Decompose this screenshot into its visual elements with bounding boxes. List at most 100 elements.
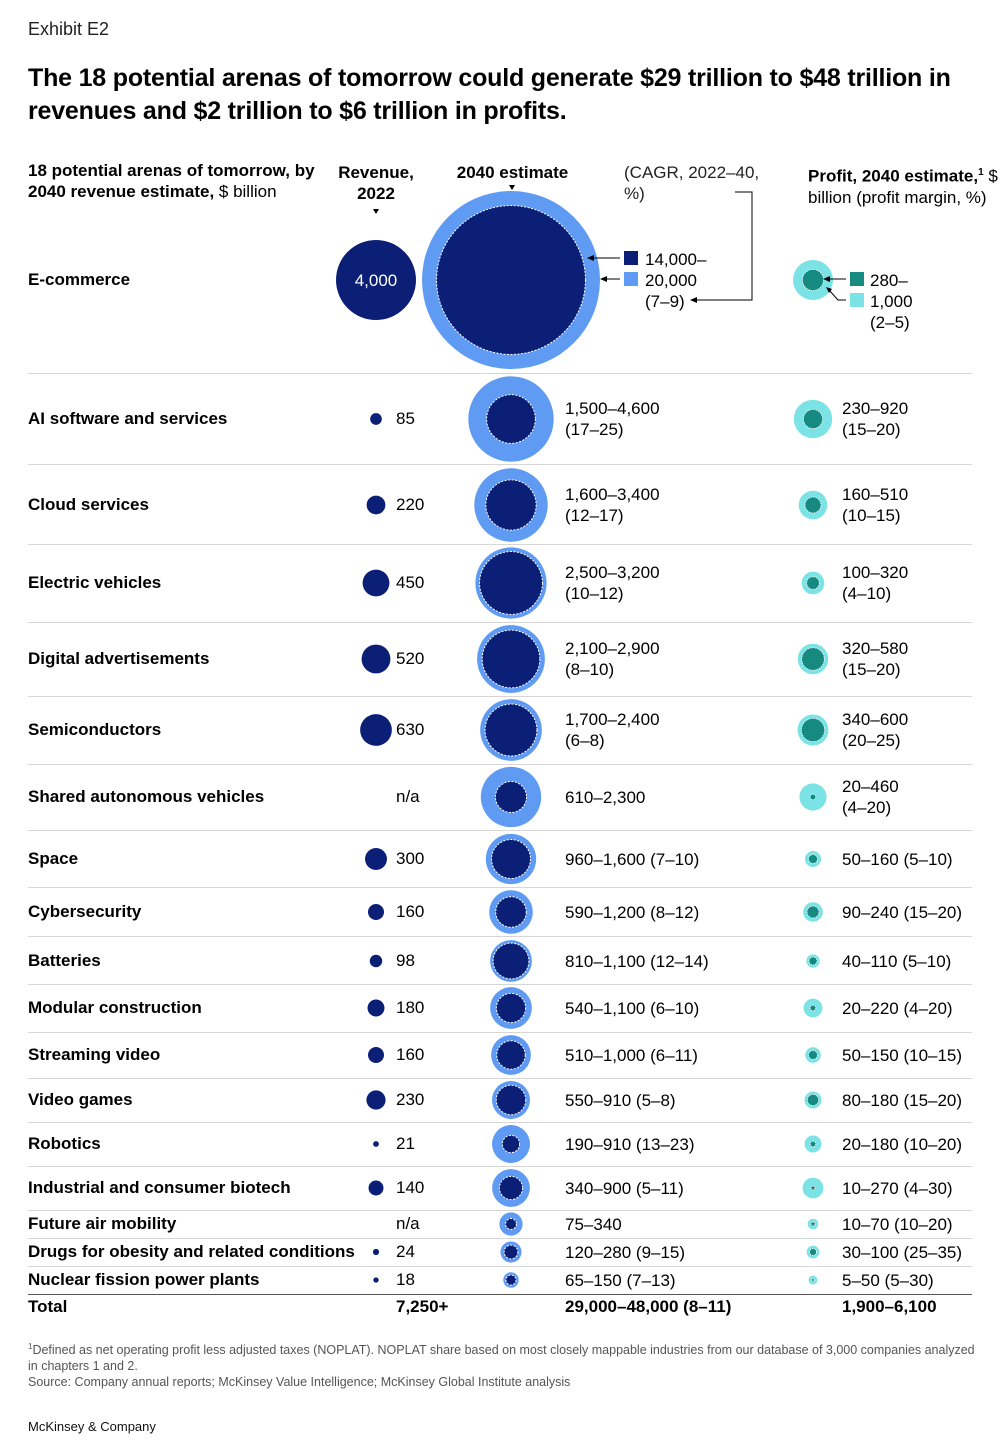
row-label-semiconductors: Semiconductors xyxy=(28,720,162,739)
total-label: Total xyxy=(28,1297,68,1316)
profit-low-bubble-video-games xyxy=(806,1093,820,1107)
exhibit-label: Exhibit E2 xyxy=(28,19,110,39)
revenue-bubble-e-commerce xyxy=(336,240,416,320)
revenue-bubble-cloud-services xyxy=(366,495,386,515)
legend-swatch-profit-low xyxy=(850,272,864,286)
profit-low-bubble-robotics xyxy=(809,1140,817,1148)
profit-low-bubble-electric-vehicles xyxy=(806,576,820,590)
revenue-value-semiconductors: 630 xyxy=(396,720,425,739)
revenue-value-space: 300 xyxy=(396,849,425,868)
arrowhead-estimate-low xyxy=(587,255,594,261)
estimate-value-shared-autonomous-vehicles: 610–2,300 xyxy=(565,788,646,807)
row-label-cybersecurity: Cybersecurity xyxy=(28,902,142,921)
estimate-low-bubble-video-games xyxy=(495,1084,527,1116)
row-divider xyxy=(28,373,972,374)
profit-value-video-games: 80–180 (15–20) xyxy=(842,1091,963,1110)
revenue-bubble-semiconductors xyxy=(360,714,392,746)
profit-header-sup: 1 xyxy=(978,167,984,178)
revenue-value-industrial-and-consumer-biotech: 140 xyxy=(396,1178,425,1197)
estimate-value-robotics: 190–910 (13–23) xyxy=(565,1135,695,1154)
row-label-batteries: Batteries xyxy=(28,951,101,970)
estimate-value-video-games: 550–910 (5–8) xyxy=(565,1091,676,1110)
estimate-low-bubble-future-air-mobility xyxy=(505,1218,517,1230)
estimate-cagr-electric-vehicles: (10–12) xyxy=(565,584,624,603)
revenue-bubble-modular-construction xyxy=(367,999,385,1017)
row-divider xyxy=(28,1032,972,1033)
profit-value-batteries: 40–110 (5–10) xyxy=(842,952,952,971)
connector-profit-high xyxy=(828,289,846,301)
profit-value-future-air-mobility: 10–70 (10–20) xyxy=(842,1215,953,1234)
estimate-low-bubble-ai-software-and-services xyxy=(486,394,536,444)
profit-value-ai-software-and-services: 230–920 xyxy=(842,399,909,418)
row-divider xyxy=(28,544,972,545)
estimate-low-bubble-batteries xyxy=(492,942,530,980)
row-label-future-air-mobility: Future air mobility xyxy=(28,1214,177,1233)
profit-low-bubble-nuclear-fission-power-plants xyxy=(811,1278,815,1282)
ecommerce-est-low: 14,000– xyxy=(645,250,707,269)
ecommerce-profit-high: 1,000 xyxy=(870,292,913,311)
cagr-header: (CAGR, 2022–40, %) xyxy=(624,163,760,203)
total-estimate: 29,000–48,000 (8–11) xyxy=(565,1297,732,1316)
profit-value-electric-vehicles: 100–320 xyxy=(842,563,909,582)
profit-low-bubble-batteries xyxy=(808,956,818,966)
estimate-value-industrial-and-consumer-biotech: 340–900 (5–11) xyxy=(565,1179,684,1198)
estimate-value-space: 960–1,600 (7–10) xyxy=(565,850,700,869)
arrowhead-estimate-high xyxy=(600,276,607,282)
profit-margin-cloud-services: (10–15) xyxy=(842,506,901,525)
profit-low-bubble-e-commerce xyxy=(802,269,824,291)
estimate-value-cloud-services: 1,600–3,400 xyxy=(565,485,660,504)
revenue-header-marker xyxy=(373,209,379,214)
revenue-value-drugs-for-obesity-and-related-conditions: 24 xyxy=(396,1242,415,1261)
row-label-ai-software-and-services: AI software and services xyxy=(28,409,228,428)
row-label-drugs-for-obesity-and-related-conditions: Drugs for obesity and related conditions xyxy=(28,1242,355,1261)
revenue-value-cloud-services: 220 xyxy=(396,495,425,514)
source-text: Source: Company annual reports; McKinsey… xyxy=(28,1375,571,1390)
revenue-value-robotics: 21 xyxy=(396,1134,415,1153)
profit-margin-semiconductors: (20–25) xyxy=(842,731,901,750)
estimate-header-marker xyxy=(509,185,515,190)
row-divider xyxy=(28,1166,972,1167)
profit-low-bubble-cybersecurity xyxy=(806,905,820,919)
revenue-bubble-streaming-video xyxy=(368,1047,384,1063)
profit-value-modular-construction: 20–220 (4–20) xyxy=(842,999,953,1018)
profit-value-semiconductors: 340–600 xyxy=(842,710,909,729)
profit-margin-shared-autonomous-vehicles: (4–20) xyxy=(842,798,892,817)
revenue-value-electric-vehicles: 450 xyxy=(396,573,425,592)
estimate-header: 2040 estimate xyxy=(456,163,569,182)
revenue-value-ai-software-and-services: 85 xyxy=(396,409,415,428)
revenue-bubble-ai-software-and-services xyxy=(370,413,382,425)
arrowhead-profit-high xyxy=(826,287,832,293)
row-label-digital-advertisements: Digital advertisements xyxy=(28,649,210,668)
revenue-value-batteries: 98 xyxy=(396,951,415,970)
profit-margin-electric-vehicles: (4–10) xyxy=(842,584,892,603)
revenue-value-video-games: 230 xyxy=(396,1090,425,1109)
row-label-electric-vehicles: Electric vehicles xyxy=(28,573,162,592)
estimate-low-bubble-digital-advertisements xyxy=(481,629,541,689)
ecommerce-est-high: 20,000 xyxy=(645,271,697,290)
row-divider xyxy=(28,622,972,623)
profit-value-cybersecurity: 90–240 (15–20) xyxy=(842,903,963,922)
row-divider xyxy=(28,936,972,937)
row-label-nuclear-fission-power-plants: Nuclear fission power plants xyxy=(28,1270,260,1289)
connector-cagr xyxy=(695,191,753,301)
estimate-value-digital-advertisements: 2,100–2,900 xyxy=(565,639,660,658)
ecommerce-profit-margin: (2–5) xyxy=(870,313,910,332)
revenue-bubble-drugs-for-obesity-and-related-conditions xyxy=(372,1248,380,1256)
profit-low-bubble-digital-advertisements xyxy=(801,647,825,671)
revenue-value-shared-autonomous-vehicles: n/a xyxy=(396,787,420,806)
revenue-bubble-cybersecurity xyxy=(368,904,384,920)
row-divider xyxy=(28,1122,972,1123)
row-divider xyxy=(28,830,972,831)
arrowhead-profit-low xyxy=(823,276,830,282)
profit-header-bold: Profit, 2040 estimate, xyxy=(808,166,979,186)
row-divider xyxy=(28,464,972,465)
profit-low-bubble-future-air-mobility xyxy=(810,1221,816,1227)
revenue-value-future-air-mobility: n/a xyxy=(396,1214,420,1233)
row-label-modular-construction: Modular construction xyxy=(28,998,202,1017)
row-label-video-games: Video games xyxy=(28,1090,133,1109)
profit-value-industrial-and-consumer-biotech: 10–270 (4–30) xyxy=(842,1179,953,1198)
revenue-bubble-digital-advertisements xyxy=(361,644,391,674)
estimate-value-streaming-video: 510–1,000 (6–11) xyxy=(565,1046,698,1065)
total-divider xyxy=(28,1294,972,1295)
